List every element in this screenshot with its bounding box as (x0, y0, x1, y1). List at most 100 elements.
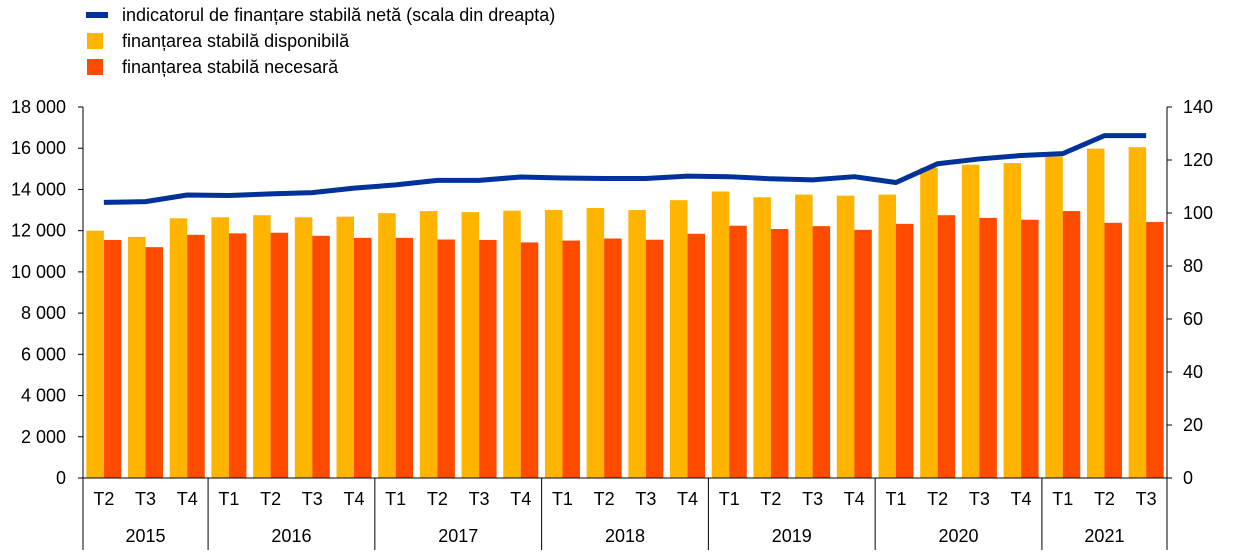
bar-available-funding (670, 200, 688, 478)
bar-required-funding (770, 229, 789, 478)
right-axis: 0 20 40 60 80 100 120 140 (1166, 97, 1213, 488)
x-tick-label: T4 (510, 489, 531, 509)
legend-item: finanțarea stabilă disponibilă (87, 31, 350, 51)
legend-label: finanțarea stabilă necesară (122, 57, 339, 77)
right-tick-label: 100 (1183, 203, 1213, 223)
x-tick-label: T2 (260, 489, 281, 509)
legend-label: indicatorul de finanțare stabilă netă (s… (122, 5, 555, 25)
bar-available-funding (211, 217, 229, 478)
left-tick-label: 6 000 (21, 344, 66, 364)
right-tick-label: 80 (1183, 256, 1203, 276)
bar-required-funding (854, 229, 872, 478)
bar-required-funding (270, 232, 289, 478)
bar-available-funding (253, 215, 271, 478)
x-tick-label: T1 (1052, 489, 1073, 509)
bar-available-funding (461, 212, 480, 478)
x-year-label: 2017 (438, 526, 478, 546)
right-tick-label: 20 (1183, 415, 1203, 435)
bar-required-funding (604, 238, 622, 478)
legend-box-swatch (87, 59, 103, 75)
bar-available-funding (169, 218, 188, 479)
legend-line-swatch (86, 12, 108, 18)
left-tick-label: 8 000 (21, 303, 66, 323)
x-tick-label: T2 (760, 489, 781, 509)
x-tick-label: T2 (427, 489, 448, 509)
bar-available-funding (753, 197, 771, 478)
x-tick-label: T3 (135, 489, 156, 509)
x-tick-label: T2 (1094, 489, 1115, 509)
left-tick-label: 18 000 (11, 97, 66, 117)
nsfr-line (103, 133, 1147, 205)
bar-available-funding (336, 216, 354, 478)
bar-available-funding (86, 230, 104, 478)
bar-available-funding (961, 164, 980, 478)
bar-required-funding (312, 235, 330, 478)
left-tick-label: 16 000 (11, 138, 66, 158)
x-tick-label: T3 (802, 489, 823, 509)
x-tick-label: T2 (93, 489, 114, 509)
x-tick-label: T4 (177, 489, 198, 509)
right-tick-label: 0 (1183, 468, 1193, 488)
bar-available-funding (1003, 163, 1022, 478)
bar-available-funding (628, 210, 646, 478)
x-year-label: 2018 (605, 526, 645, 546)
bar-required-funding (354, 237, 372, 478)
bar-available-funding (586, 207, 605, 479)
x-tick-label: T1 (218, 489, 239, 509)
x-tick-label: T4 (844, 489, 865, 509)
x-year-label: 2020 (939, 526, 979, 546)
left-tick-label: 2 000 (21, 427, 66, 447)
x-year-label: 2016 (271, 526, 311, 546)
bar-required-funding (937, 215, 956, 478)
x-year-label: 2021 (1084, 526, 1124, 546)
legend: indicatorul de finanțare stabilă netă (s… (86, 5, 555, 77)
bar-available-funding (503, 210, 521, 479)
bar-available-funding (128, 236, 146, 478)
x-tick-label: T3 (302, 489, 323, 509)
bar-available-funding (878, 194, 896, 478)
right-tick-label: 40 (1183, 362, 1203, 382)
bar-required-funding (687, 233, 706, 478)
x-tick-label: T3 (1136, 489, 1157, 509)
bar-available-funding (378, 213, 396, 478)
bar-available-funding (920, 167, 938, 479)
bar-available-funding (711, 191, 730, 478)
bar-available-funding (544, 210, 563, 478)
x-tick-label: T2 (594, 489, 615, 509)
legend-box-swatch (87, 33, 103, 49)
bar-required-funding (520, 242, 539, 478)
legend-item: finanțarea stabilă necesară (87, 57, 339, 77)
bar-required-funding (896, 223, 914, 478)
bar-required-funding (1021, 219, 1039, 479)
right-tick-label: 60 (1183, 309, 1203, 329)
x-tick-label: T3 (469, 489, 490, 509)
x-tick-label: T1 (719, 489, 740, 509)
left-tick-label: 0 (56, 468, 66, 488)
bar-required-funding (562, 240, 580, 478)
left-tick-label: 4 000 (21, 386, 66, 406)
x-tick-label: T2 (927, 489, 948, 509)
bar-required-funding (812, 226, 831, 478)
right-tick-label: 140 (1183, 97, 1213, 117)
bar-required-funding (979, 217, 997, 478)
bar-required-funding (1062, 211, 1081, 478)
left-tick-label: 14 000 (11, 179, 66, 199)
bar-required-funding (103, 239, 122, 478)
x-tick-label: T4 (343, 489, 364, 509)
x-tick-label: T4 (677, 489, 698, 509)
bar-required-funding (479, 239, 497, 478)
bar-available-funding (1086, 148, 1105, 478)
x-tick-label: T1 (552, 489, 573, 509)
x-tick-label: T1 (885, 489, 906, 509)
bar-required-funding (645, 239, 664, 478)
line-series (103, 133, 1147, 205)
bar-available-funding (419, 211, 438, 478)
legend-label: finanțarea stabilă disponibilă (122, 31, 350, 51)
bar-required-funding (145, 247, 164, 478)
bar-available-funding (795, 194, 813, 478)
bar-required-funding (437, 239, 455, 478)
x-axis: T2 T3 T4 T1 T2 T3 T4 T1 T2 T3 T4 T1 T2 T3 T4 T1 T2 T3 T4 T1… (82, 477, 1168, 550)
bar-required-funding (395, 237, 414, 478)
bar-available-funding (1045, 156, 1063, 478)
